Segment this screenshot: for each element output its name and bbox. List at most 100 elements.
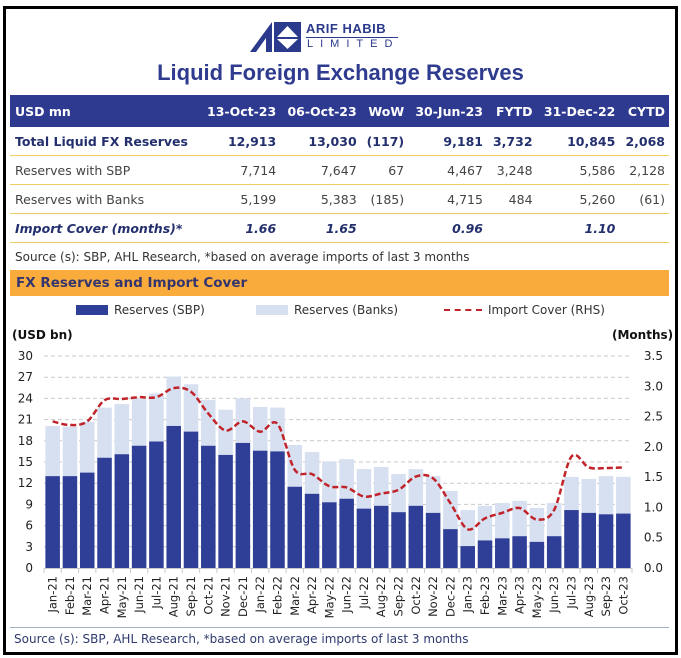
- x-tick-label: Oct-22: [409, 576, 423, 615]
- right-tick-label: 1.0: [644, 500, 663, 514]
- bar-sbp: [495, 538, 510, 568]
- table-cell: 0.96: [408, 213, 487, 243]
- row-label: Import Cover (months)*: [10, 213, 200, 243]
- table-source-note: Source (s): SBP, AHL Research, *based on…: [10, 242, 669, 272]
- bar-banks: [495, 502, 510, 539]
- bar-banks: [477, 505, 493, 541]
- row-label: Reserves with SBP: [10, 155, 200, 185]
- header-cell: CYTD: [619, 95, 669, 127]
- bar-banks: [408, 469, 424, 506]
- table-cell: (185): [360, 184, 409, 214]
- right-tick-label: 3.0: [644, 379, 663, 393]
- table-cell: 1.66: [199, 213, 281, 243]
- left-axis-title: (USD bn): [12, 328, 73, 342]
- x-tick-label: Mar-23: [495, 576, 509, 616]
- table-cell: (117): [360, 127, 409, 156]
- table-row: Import Cover (months)* 1.66 1.65 0.96 1.…: [10, 213, 669, 243]
- table-cell: 9,181: [408, 127, 487, 156]
- bar-banks: [616, 476, 631, 514]
- x-tick-label: Aug-22: [374, 576, 388, 617]
- bar-banks: [201, 399, 216, 446]
- header-cell: 31-Dec-22: [536, 95, 620, 127]
- logo-line1: ARIF HABIB: [306, 21, 387, 36]
- bar-sbp: [598, 514, 614, 568]
- table-source-row: Source (s): SBP, AHL Research, *based on…: [10, 242, 669, 272]
- x-tick-label: Oct-23: [616, 576, 630, 615]
- import-cover-line: [52, 386, 624, 531]
- bar-banks: [339, 459, 354, 499]
- table-cell: 3,732: [486, 127, 537, 156]
- bar-banks: [512, 500, 527, 537]
- left-tick-label: 12: [18, 476, 33, 490]
- chart-legend: Reserves (SBP) Reserves (Banks) Import C…: [0, 303, 681, 319]
- bar-sbp: [45, 476, 60, 568]
- table-cell: [619, 213, 669, 243]
- row-label: Reserves with Banks: [10, 184, 200, 214]
- table-cell: [486, 213, 537, 243]
- table-cell: 5,260: [536, 184, 620, 214]
- table-cell: 2,068: [619, 127, 669, 156]
- bar-banks: [356, 469, 372, 509]
- table-cell: 5,383: [280, 184, 361, 214]
- x-tick-label: Sep-23: [599, 576, 613, 616]
- import-cover-series: [52, 386, 624, 531]
- bar-sbp: [425, 512, 441, 568]
- table-cell: 1.10: [536, 213, 620, 243]
- x-tick-label: Jun-23: [547, 576, 561, 614]
- bar-banks: [373, 466, 389, 506]
- table-cell: 484: [486, 184, 537, 214]
- logo-rule: [306, 37, 398, 38]
- left-tick-label: 27: [18, 370, 33, 384]
- table-cell: 4,715: [408, 184, 487, 214]
- right-axis: 0.0 0.5 1.0 1.5 2.0 2.5 3.0 3.5: [644, 349, 663, 575]
- header-cell: WoW: [360, 95, 409, 127]
- x-tick-label: Apr-23: [513, 576, 527, 614]
- table-cell: 4,467: [408, 155, 487, 185]
- x-tick-label: Nov-21: [219, 576, 233, 617]
- x-tick-label: Aug-23: [582, 576, 596, 617]
- bar-sbp: [512, 536, 527, 568]
- bar-sbp: [131, 445, 147, 568]
- section-title: FX Reserves and Import Cover: [16, 275, 248, 291]
- bar-banks: [391, 474, 406, 513]
- bar-sbp: [252, 450, 268, 568]
- bar-sbp: [460, 546, 475, 568]
- right-tick-label: 1.5: [644, 470, 663, 484]
- legend-swatch-sbp: [76, 305, 108, 315]
- legend-item-sbp: Reserves (SBP): [76, 303, 205, 317]
- bar-banks: [564, 476, 579, 511]
- reserves-chart: 0 3 6 9 12 15 18 21 24 27 30 0.0 0.5 1.0 1.5 2.0 2.5 3.0…: [18, 349, 663, 618]
- bar-sbp: [114, 454, 130, 568]
- x-tick-label: Jan-22: [253, 576, 267, 614]
- bar-sbp: [546, 536, 562, 568]
- table-row: Total Liquid FX Reserves 12,913 13,030 (…: [10, 127, 669, 156]
- x-tick-label: Feb-23: [478, 576, 492, 615]
- bar-banks: [322, 461, 337, 503]
- bar-sbp: [581, 512, 597, 568]
- bar-banks: [425, 476, 441, 513]
- x-tick-label: Jun-21: [132, 576, 146, 614]
- table-cell: 5,199: [199, 184, 281, 214]
- legend-label: Import Cover (RHS): [488, 303, 605, 317]
- bar-banks: [546, 502, 562, 537]
- right-tick-label: 2.0: [644, 440, 663, 454]
- bar-sbp: [97, 457, 112, 568]
- bar-banks: [79, 421, 95, 473]
- left-tick-label: 6: [25, 519, 33, 533]
- bar-banks: [97, 407, 112, 458]
- bar-sbp: [62, 476, 78, 568]
- bars: [45, 376, 631, 568]
- bar-banks: [45, 425, 60, 477]
- left-tick-label: 21: [18, 413, 33, 427]
- x-tick-label: Jul-23: [564, 576, 578, 610]
- x-tick-label: May-22: [322, 576, 336, 618]
- company-logo: ARIF HABIB LIMITED: [250, 21, 450, 52]
- table-cell: 2,128: [619, 155, 669, 185]
- right-tick-label: 0.0: [644, 561, 663, 575]
- bar-sbp: [304, 493, 320, 568]
- header-cell: USD mn: [10, 95, 200, 127]
- x-tick-label: Nov-22: [426, 576, 440, 617]
- x-tick-label: Apr-21: [98, 576, 112, 614]
- bar-sbp: [235, 442, 251, 568]
- left-tick-label: 30: [18, 349, 33, 363]
